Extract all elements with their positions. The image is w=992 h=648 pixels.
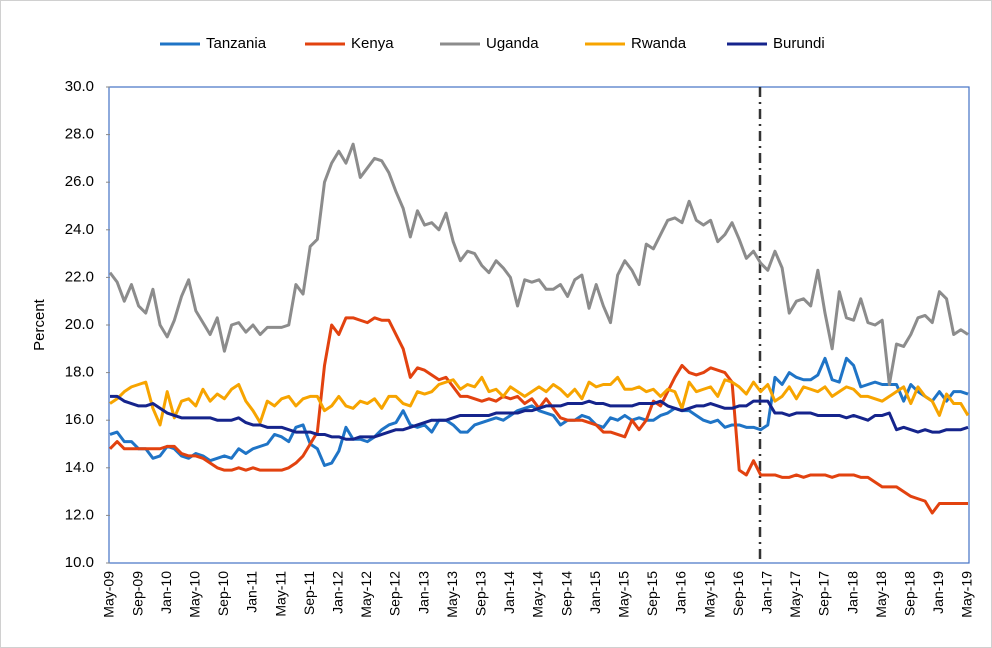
x-tick-label: May-10	[187, 571, 203, 618]
x-tick-label: May-14	[530, 571, 546, 618]
x-tick-label: Sep-17	[816, 571, 832, 616]
x-tick-label: Sep-09	[129, 571, 145, 616]
x-tick-label: Jan-16	[673, 571, 689, 614]
x-tick-label: Sep-16	[730, 571, 746, 616]
legend-label: Rwanda	[631, 35, 687, 52]
series-line	[109, 356, 969, 467]
legend-label: Kenya	[351, 35, 394, 52]
x-tick-label: May-15	[616, 571, 632, 618]
x-tick-label: May-17	[787, 571, 803, 618]
x-tick-label: Sep-14	[558, 571, 574, 616]
x-tick-label: Sep-11	[301, 571, 317, 615]
y-axis-label: Percent	[31, 298, 48, 351]
legend-label: Uganda	[486, 35, 539, 52]
x-tick-label: Jan-17	[759, 571, 775, 614]
x-tick-label: Jan-11	[244, 571, 260, 613]
series-line	[110, 394, 969, 441]
y-tick-label: 22.0	[65, 268, 94, 285]
x-tick-label: Jan-13	[415, 571, 431, 614]
x-tick-label: Sep-13	[473, 571, 489, 616]
y-tick-label: 14.0	[65, 459, 94, 476]
x-tick-label: Jan-12	[330, 571, 346, 614]
y-tick-label: 26.0	[65, 173, 94, 190]
x-tick-label: Jan-10	[158, 571, 174, 614]
y-tick-label: 18.0	[65, 364, 94, 381]
y-tick-label: 30.0	[65, 78, 94, 95]
y-tick-label: 12.0	[65, 506, 94, 523]
series-line	[108, 142, 969, 386]
x-tick-label: Jan-14	[501, 571, 517, 614]
legend-label: Burundi	[773, 35, 825, 52]
y-tick-label: 20.0	[65, 316, 94, 333]
x-tick-label: May-11	[272, 571, 288, 617]
x-tick-label: May-18	[873, 571, 889, 618]
x-tick-label: May-09	[101, 571, 117, 618]
x-tick-label: Sep-15	[644, 571, 660, 616]
y-tick-label: 10.0	[65, 554, 94, 571]
x-tick-label: Sep-12	[387, 571, 403, 616]
x-tick-label: May-19	[959, 571, 975, 618]
x-tick-label: Jan-18	[844, 571, 860, 614]
x-tick-label: May-13	[444, 571, 460, 618]
x-tick-label: May-16	[701, 571, 717, 618]
y-tick-label: 28.0	[65, 126, 94, 143]
x-tick-label: May-12	[358, 571, 374, 618]
series-line	[109, 375, 970, 427]
legend-label: Tanzania	[206, 35, 267, 52]
y-tick-label: 16.0	[65, 411, 94, 428]
x-tick-label: Jan-19	[930, 571, 946, 614]
x-tick-label: Sep-18	[902, 571, 918, 616]
y-tick-label: 24.0	[65, 221, 94, 238]
x-tick-label: Sep-10	[215, 571, 231, 616]
x-tick-label: Jan-15	[587, 571, 603, 614]
